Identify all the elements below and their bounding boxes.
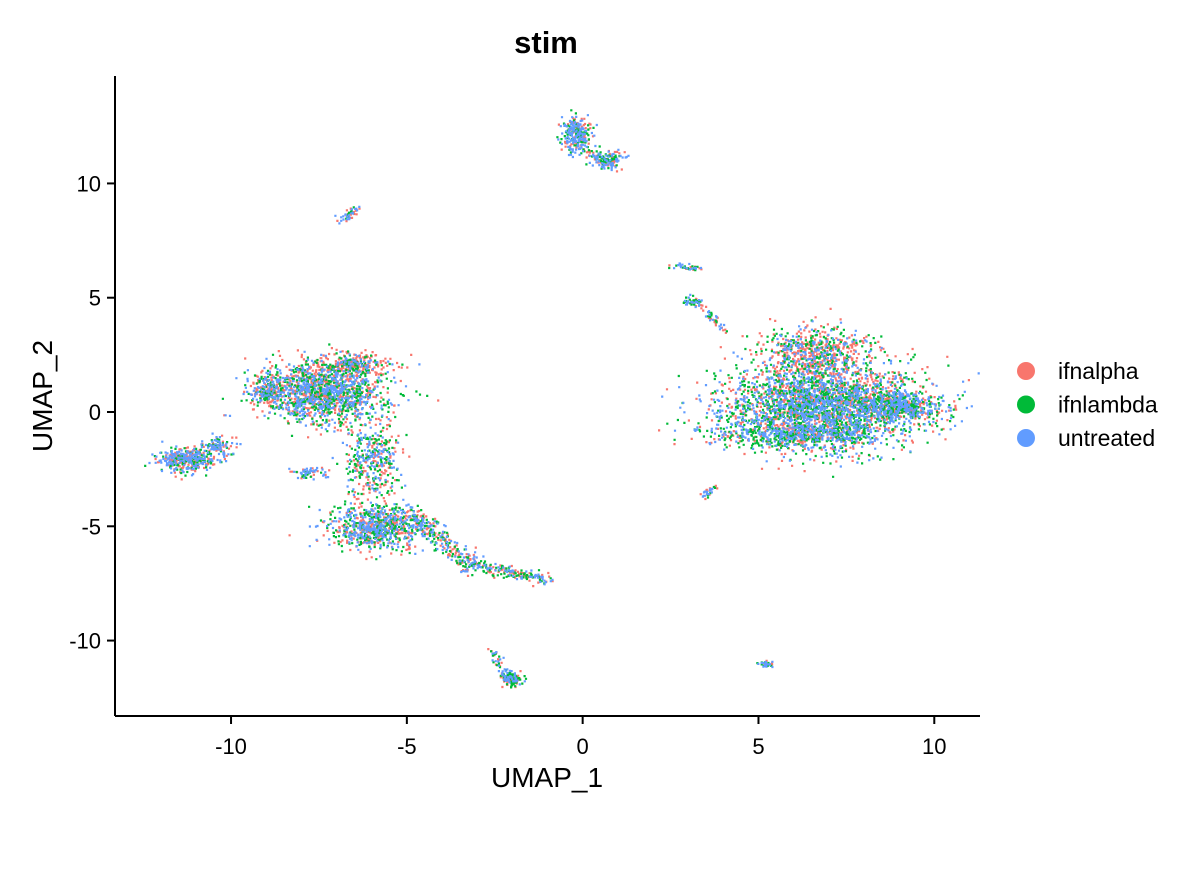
x-tick-label: 5 xyxy=(752,734,764,759)
legend: ifnalpha ifnlambda untreated xyxy=(1017,358,1158,451)
legend-label-ifnalpha: ifnalpha xyxy=(1058,358,1139,384)
x-tick-label: 10 xyxy=(922,734,946,759)
legend-label-untreated: untreated xyxy=(1058,425,1155,451)
scatter-points xyxy=(144,109,980,689)
y-tick-label: 10 xyxy=(77,171,101,196)
x-axis-ticks: -10 -5 0 5 10 xyxy=(215,716,947,759)
legend-key-ifnlambda xyxy=(1017,395,1035,414)
legend-key-untreated xyxy=(1017,429,1035,447)
x-tick-label: -5 xyxy=(397,734,417,759)
y-tick-label: 5 xyxy=(89,286,101,311)
series-points-ifnlambda xyxy=(144,109,964,689)
y-axis-ticks: -10 -5 0 5 10 xyxy=(69,171,115,654)
legend-label-ifnlambda: ifnlambda xyxy=(1058,392,1158,418)
y-axis-title: UMAP_2 xyxy=(27,340,58,452)
y-tick-label: -10 xyxy=(69,629,101,654)
legend-key-ifnalpha xyxy=(1017,362,1035,380)
chart-title: stim xyxy=(514,25,578,60)
x-tick-label: 0 xyxy=(577,734,589,759)
y-tick-label: -5 xyxy=(81,514,101,539)
series-points-untreated xyxy=(148,114,980,686)
x-axis-title: UMAP_1 xyxy=(491,762,603,793)
y-tick-label: 0 xyxy=(89,400,101,425)
x-tick-label: -10 xyxy=(215,734,247,759)
